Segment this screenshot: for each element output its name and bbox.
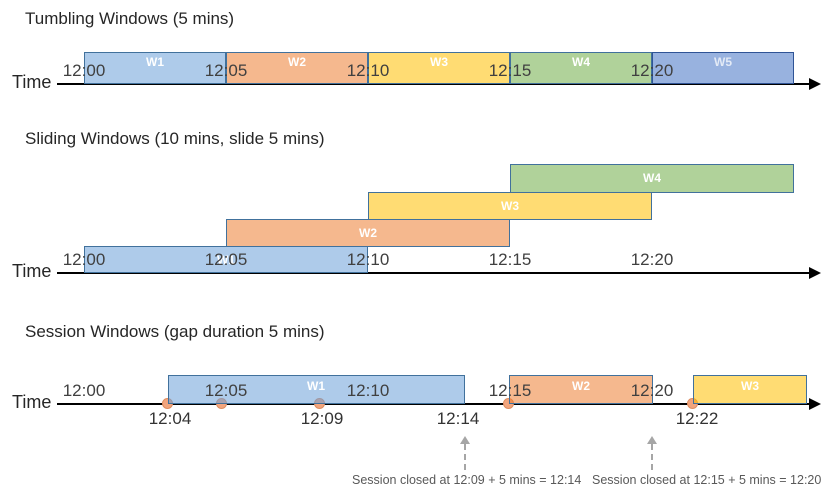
tumbling-window-w4	[510, 52, 652, 84]
session-close-annotation: Session closed at 12:09 + 5 mins = 12:14	[352, 473, 582, 487]
session-window-label: W2	[572, 379, 590, 393]
tumbling-window-label: W1	[146, 55, 164, 69]
tick-label: 12:15	[488, 61, 532, 80]
tumbling-window-label: W4	[572, 55, 590, 69]
sliding-axis-line	[57, 272, 812, 274]
tumbling-window-w1	[84, 52, 226, 84]
tumbling-window-w3	[368, 52, 510, 84]
tumbling-axis-label: Time	[12, 72, 52, 92]
session-close-annotation: Session closed at 12:15 + 5 mins = 12:20	[592, 473, 822, 487]
tumbling-window-label: W5	[714, 55, 732, 69]
session-window-w2	[509, 375, 653, 404]
tick-label: 12:05	[204, 61, 248, 80]
event-time-label: 12:09	[300, 409, 344, 428]
tick-label: 12:10	[346, 61, 390, 80]
sliding-window-label: W1	[217, 253, 235, 267]
session-title: Session Windows (gap duration 5 mins)	[25, 322, 325, 341]
tumbling-window-w2	[226, 52, 368, 84]
tick-label: 12:15	[488, 381, 532, 400]
callout-up-arrow-icon	[460, 436, 470, 444]
tick-label: 12:10	[346, 381, 390, 400]
tumbling-window-w5	[652, 52, 794, 84]
sliding-window-label: W4	[643, 171, 661, 185]
callout-up-arrow-icon	[647, 436, 657, 444]
session-window-label: W3	[741, 379, 759, 393]
callout-arrow-stem	[464, 444, 466, 470]
session-axis-arrowhead-icon	[809, 398, 821, 410]
tick-label: 12:20	[630, 381, 674, 400]
sliding-window-w4	[510, 164, 794, 193]
tick-label: 12:00	[62, 61, 106, 80]
tumbling-title: Tumbling Windows (5 mins)	[25, 9, 235, 28]
event-time-label: 12:22	[675, 409, 719, 428]
sliding-window-label: W3	[501, 199, 519, 213]
tick-label: 12:00	[62, 250, 106, 269]
sliding-window-w3	[368, 192, 652, 220]
tick-label: 12:20	[630, 250, 674, 269]
event-time-label: 12:14	[436, 409, 480, 428]
tick-label: 12:10	[346, 250, 390, 269]
tick-label: 12:05	[204, 381, 248, 400]
session-window-label: W1	[307, 379, 325, 393]
tumbling-axis-arrowhead-icon	[809, 78, 821, 90]
tick-label: 12:05	[204, 250, 248, 269]
sliding-axis-arrowhead-icon	[809, 267, 821, 279]
tick-label: 12:15	[488, 250, 532, 269]
sliding-axis-label: Time	[12, 261, 52, 281]
tumbling-window-label: W3	[430, 55, 448, 69]
session-window-w3	[693, 375, 807, 404]
tumbling-window-label: W2	[288, 55, 306, 69]
tumbling-axis-line	[57, 83, 812, 85]
event-time-label: 12:04	[148, 409, 192, 428]
session-window-w1	[168, 375, 465, 404]
tick-label: 12:20	[630, 61, 674, 80]
session-axis-line	[57, 403, 812, 405]
sliding-window-label: W2	[359, 226, 377, 240]
tick-label: 12:00	[62, 381, 106, 400]
callout-arrow-stem	[651, 444, 653, 470]
session-axis-label: Time	[12, 392, 52, 412]
sliding-title: Sliding Windows (10 mins, slide 5 mins)	[25, 129, 325, 148]
